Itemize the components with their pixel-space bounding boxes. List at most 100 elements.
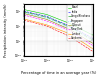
- Line: Brazil: Brazil: [24, 10, 92, 35]
- Singapore: [67, 26, 68, 27]
- Djibouti: [36, 16, 37, 17]
- London: [67, 32, 68, 33]
- Brazil: [60, 19, 61, 20]
- Singapore: [89, 39, 90, 40]
- New York: [61, 27, 62, 28]
- Canberra: [76, 41, 78, 42]
- India: [28, 12, 29, 13]
- India: [42, 15, 43, 16]
- Congo/Kinshasa: [86, 36, 88, 37]
- Singapore: [64, 25, 65, 26]
- Line: Singapore: Singapore: [24, 13, 92, 41]
- Canberra: [35, 23, 36, 24]
- London: [84, 43, 85, 44]
- Canberra: [50, 27, 51, 28]
- Brazil: [53, 17, 54, 18]
- Brazil: [25, 9, 26, 10]
- Congo/Kinshasa: [72, 28, 74, 29]
- Singapore: [50, 19, 51, 20]
- New York: [79, 37, 80, 38]
- Congo/Kinshasa: [57, 21, 58, 22]
- Singapore: [75, 31, 76, 32]
- Singapore: [28, 13, 29, 14]
- Congo/Kinshasa: [51, 19, 53, 20]
- Djibouti: [85, 38, 86, 39]
- Djibouti: [65, 27, 67, 28]
- India: [89, 36, 90, 37]
- Singapore: [36, 15, 37, 16]
- Congo/Kinshasa: [50, 18, 51, 19]
- Djibouti: [64, 27, 65, 28]
- Brazil: [44, 14, 46, 15]
- London: [72, 35, 74, 36]
- Brazil: [71, 24, 72, 25]
- Brazil: [33, 11, 34, 12]
- Singapore: [47, 18, 48, 19]
- New York: [26, 15, 27, 16]
- Congo/Kinshasa: [44, 16, 46, 17]
- London: [90, 47, 92, 48]
- Congo/Kinshasa: [74, 29, 75, 30]
- New York: [36, 18, 37, 19]
- India: [25, 11, 26, 12]
- Djibouti: [26, 14, 27, 15]
- New York: [70, 30, 71, 31]
- Congo/Kinshasa: [85, 35, 86, 36]
- Canberra: [36, 23, 37, 24]
- Brazil: [51, 16, 53, 17]
- Congo/Kinshasa: [43, 16, 44, 17]
- Congo/Kinshasa: [35, 14, 36, 15]
- London: [68, 33, 69, 34]
- Congo/Kinshasa: [29, 13, 30, 14]
- Brazil: [32, 11, 33, 12]
- New York: [72, 32, 74, 33]
- Congo/Kinshasa: [79, 32, 80, 33]
- London: [46, 24, 47, 25]
- London: [54, 27, 55, 28]
- Congo/Kinshasa: [49, 18, 50, 19]
- Congo/Kinshasa: [39, 15, 40, 16]
- New York: [40, 19, 41, 20]
- New York: [89, 43, 90, 44]
- Congo/Kinshasa: [76, 30, 78, 31]
- Djibouti: [81, 36, 82, 37]
- Canberra: [54, 29, 55, 30]
- Djibouti: [88, 40, 89, 41]
- India: [47, 16, 48, 17]
- Singapore: [58, 23, 60, 24]
- Brazil: [81, 29, 82, 30]
- Brazil: [26, 10, 27, 11]
- Djibouti: [74, 32, 75, 33]
- Congo/Kinshasa: [68, 26, 69, 27]
- Singapore: [40, 16, 41, 17]
- Djibouti: [86, 39, 88, 40]
- India: [49, 17, 50, 18]
- Brazil: [86, 32, 88, 33]
- Congo/Kinshasa: [89, 38, 90, 39]
- Canberra: [44, 25, 46, 26]
- London: [28, 20, 29, 21]
- Congo/Kinshasa: [58, 22, 60, 23]
- Canberra: [49, 27, 50, 28]
- London: [58, 29, 60, 30]
- London: [74, 36, 75, 37]
- New York: [88, 42, 89, 43]
- Singapore: [54, 21, 55, 22]
- Congo/Kinshasa: [54, 20, 55, 21]
- Canberra: [65, 34, 67, 35]
- India: [33, 13, 34, 14]
- Djibouti: [23, 13, 25, 14]
- Canberra: [26, 20, 27, 21]
- Brazil: [75, 26, 76, 27]
- Djibouti: [28, 14, 29, 15]
- India: [50, 17, 51, 18]
- India: [90, 37, 92, 38]
- London: [64, 31, 65, 32]
- Line: Djibouti: Djibouti: [24, 14, 92, 43]
- Congo/Kinshasa: [28, 12, 29, 13]
- Canberra: [60, 32, 61, 33]
- Singapore: [33, 14, 34, 15]
- Djibouti: [71, 30, 72, 31]
- Singapore: [61, 24, 62, 25]
- Djibouti: [54, 22, 55, 23]
